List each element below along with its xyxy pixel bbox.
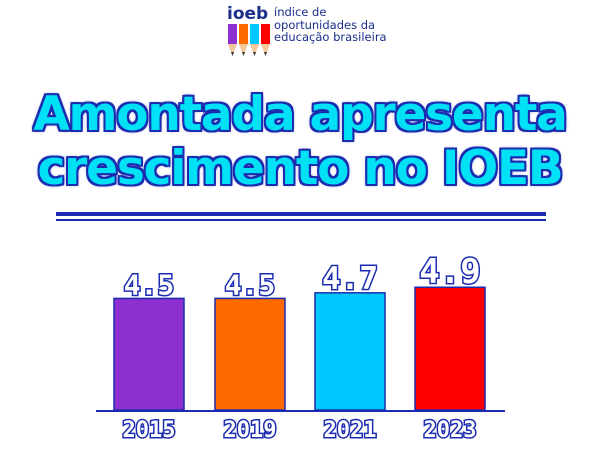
pencils-icon: ioeb (226, 2, 272, 56)
category-label-2015: 2015 (123, 418, 176, 443)
bar-2023 (414, 286, 486, 411)
ioeb-logo: ioeb índice de oportunidades da educação… (224, 2, 394, 60)
value-label-2021: 4.7 (322, 261, 378, 297)
logo-letters: ioeb (227, 4, 268, 24)
headline-divider-top (56, 212, 546, 216)
bar-2019 (214, 297, 286, 411)
headline-line-2: crescimento no IOEB (37, 141, 564, 196)
category-label-2023: 2023 (424, 418, 477, 443)
category-label-2019: 2019 (224, 418, 277, 443)
value-label-2023: 4.9 (419, 252, 480, 292)
headline-divider-bottom (56, 219, 546, 221)
headline: Amontada apresenta crescimento no IOEB (0, 88, 600, 196)
headline-line-1: Amontada apresenta (33, 87, 568, 142)
category-label-2021: 2021 (324, 418, 377, 443)
value-label-2015: 4.5 (124, 268, 175, 301)
bar-2021 (314, 292, 386, 411)
bar-2015 (113, 297, 185, 411)
value-label-2019: 4.5 (225, 268, 276, 301)
logo-text: índice de oportunidades da educação bras… (274, 5, 387, 44)
